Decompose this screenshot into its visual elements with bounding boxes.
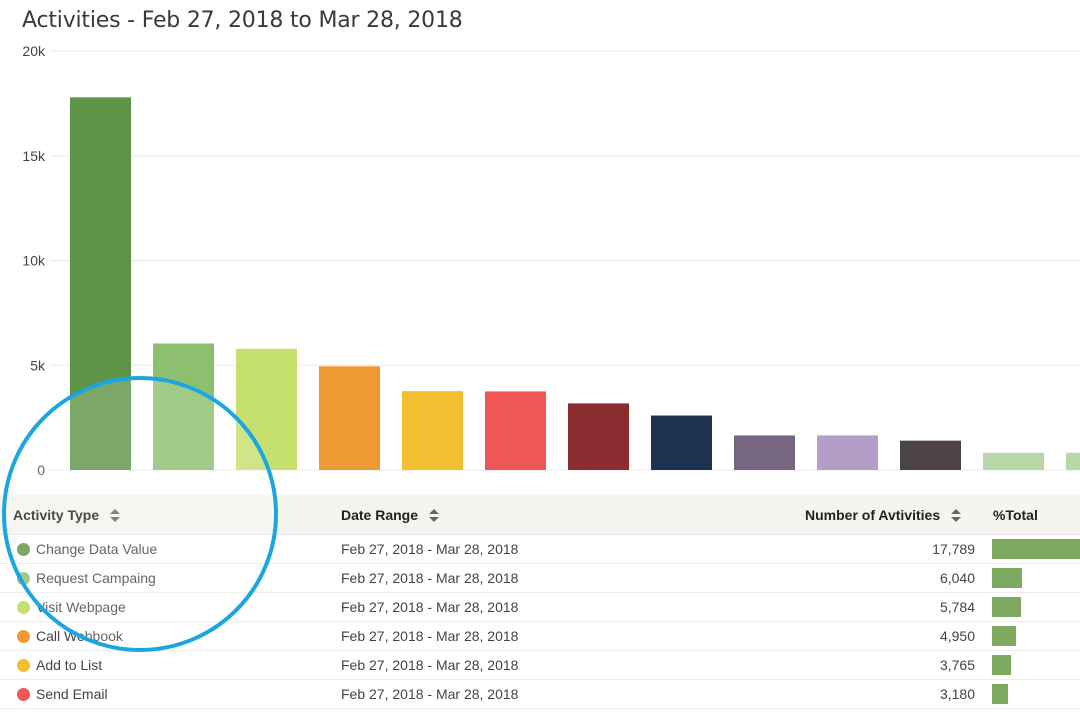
table-row[interactable]: Call Webbook Feb 27, 2018 - Mar 28, 2018 4… (0, 622, 1080, 651)
date-range-cell: Feb 27, 2018 - Mar 28, 2018 (341, 657, 519, 673)
activity-count-cell: 6,040 (939, 570, 975, 586)
legend-dot-icon (17, 543, 30, 556)
percent-total-bar (992, 568, 1022, 588)
y-tick-label: 5k (30, 357, 46, 373)
activity-table: Activity Type Date Range Number of Avtiv… (0, 495, 1080, 709)
bar[interactable] (402, 391, 463, 470)
table-row[interactable]: Send Email Feb 27, 2018 - Mar 28, 2018 3,1… (0, 680, 1080, 709)
y-tick-label: 20k (22, 43, 46, 59)
activity-type-cell: Request Campaing (36, 570, 156, 586)
activity-type-cell: Change Data Value (36, 541, 158, 557)
bar[interactable] (817, 435, 878, 470)
bars (70, 97, 1080, 471)
activity-count-cell: 4,950 (939, 628, 975, 644)
bar[interactable] (568, 403, 629, 470)
bar[interactable] (70, 97, 131, 471)
bar[interactable] (900, 440, 961, 470)
header-number-of-activities[interactable]: Number of Avtivities (805, 495, 940, 535)
activity-count-cell: 5,784 (939, 599, 975, 615)
header-activity-type[interactable]: Activity Type (13, 495, 99, 535)
date-range-cell: Feb 27, 2018 - Mar 28, 2018 (341, 570, 519, 586)
bar[interactable] (734, 435, 795, 470)
sort-number-icon[interactable] (951, 509, 961, 523)
chart-title: Activities - Feb 27, 2018 to Mar 28, 201… (22, 8, 463, 33)
bar[interactable] (1066, 452, 1080, 470)
table-body: Change Data Value Feb 27, 2018 - Mar 28, … (0, 535, 1080, 709)
table-row[interactable]: Request Campaing Feb 27, 2018 - Mar 28, 2… (0, 564, 1080, 593)
activity-count-cell: 3,180 (939, 686, 975, 702)
header-percent-label: %Total (993, 507, 1038, 523)
sort-activity-type-icon[interactable] (110, 509, 120, 523)
y-tick-label: 10k (22, 253, 46, 269)
activity-count-cell: 17,789 (932, 541, 975, 557)
legend-dot-icon (17, 572, 30, 585)
activity-type-cell: Add to List (36, 657, 103, 673)
y-tick-label: 0 (37, 462, 45, 478)
legend-dot-icon (17, 601, 30, 614)
percent-total-bar (992, 684, 1008, 704)
header-activity-type-label: Activity Type (13, 507, 100, 523)
percent-total-bar (992, 626, 1016, 646)
percent-total-bar (992, 655, 1011, 675)
activity-type-cell: Call Webbook (36, 628, 123, 644)
date-range-cell: Feb 27, 2018 - Mar 28, 2018 (341, 599, 519, 615)
sort-date-range-icon[interactable] (429, 509, 439, 523)
activity-type-cell: Send Email (36, 686, 108, 702)
activity-type-cell: Visit Webpage (36, 599, 126, 615)
percent-total-bar (992, 597, 1021, 617)
legend-dot-icon (17, 630, 30, 643)
bar[interactable] (983, 452, 1044, 470)
bar-chart: 0 5k 10k 15k 20k (22, 43, 1080, 478)
y-tick-label: 15k (22, 148, 46, 164)
date-range-cell: Feb 27, 2018 - Mar 28, 2018 (341, 541, 519, 557)
header-date-range-label: Date Range (341, 507, 419, 523)
table-row[interactable]: Change Data Value Feb 27, 2018 - Mar 28, … (0, 535, 1080, 564)
header-number-label: Number of Avtivities (805, 507, 941, 523)
bar[interactable] (319, 366, 380, 470)
bar[interactable] (236, 348, 297, 470)
legend-dot-icon (17, 688, 30, 701)
legend-dot-icon (17, 659, 30, 672)
date-range-cell: Feb 27, 2018 - Mar 28, 2018 (341, 686, 519, 702)
bar[interactable] (153, 343, 214, 470)
bar[interactable] (651, 415, 712, 470)
table-row[interactable]: Add to List Feb 27, 2018 - Mar 28, 2018 3,… (0, 651, 1080, 680)
date-range-cell: Feb 27, 2018 - Mar 28, 2018 (341, 628, 519, 644)
activity-count-cell: 3,765 (939, 657, 975, 673)
bar[interactable] (485, 391, 546, 470)
y-axis-ticks: 0 5k 10k 15k 20k (22, 43, 46, 478)
table-header: Activity Type Date Range Number of Avtiv… (0, 495, 1080, 535)
header-date-range[interactable]: Date Range (341, 495, 418, 535)
table-row[interactable]: Visit Webpage Feb 27, 2018 - Mar 28, 2018… (0, 593, 1080, 622)
header-percent-total[interactable]: %Total (993, 495, 1038, 535)
percent-total-bar (992, 539, 1080, 559)
